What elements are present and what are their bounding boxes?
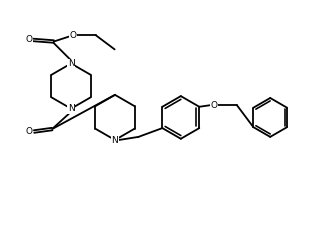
Text: O: O xyxy=(211,101,218,110)
Text: O: O xyxy=(70,31,77,40)
Text: N: N xyxy=(68,104,75,113)
Text: O: O xyxy=(26,127,33,136)
Text: N: N xyxy=(111,135,118,144)
Text: N: N xyxy=(68,59,75,68)
Text: O: O xyxy=(26,35,32,45)
